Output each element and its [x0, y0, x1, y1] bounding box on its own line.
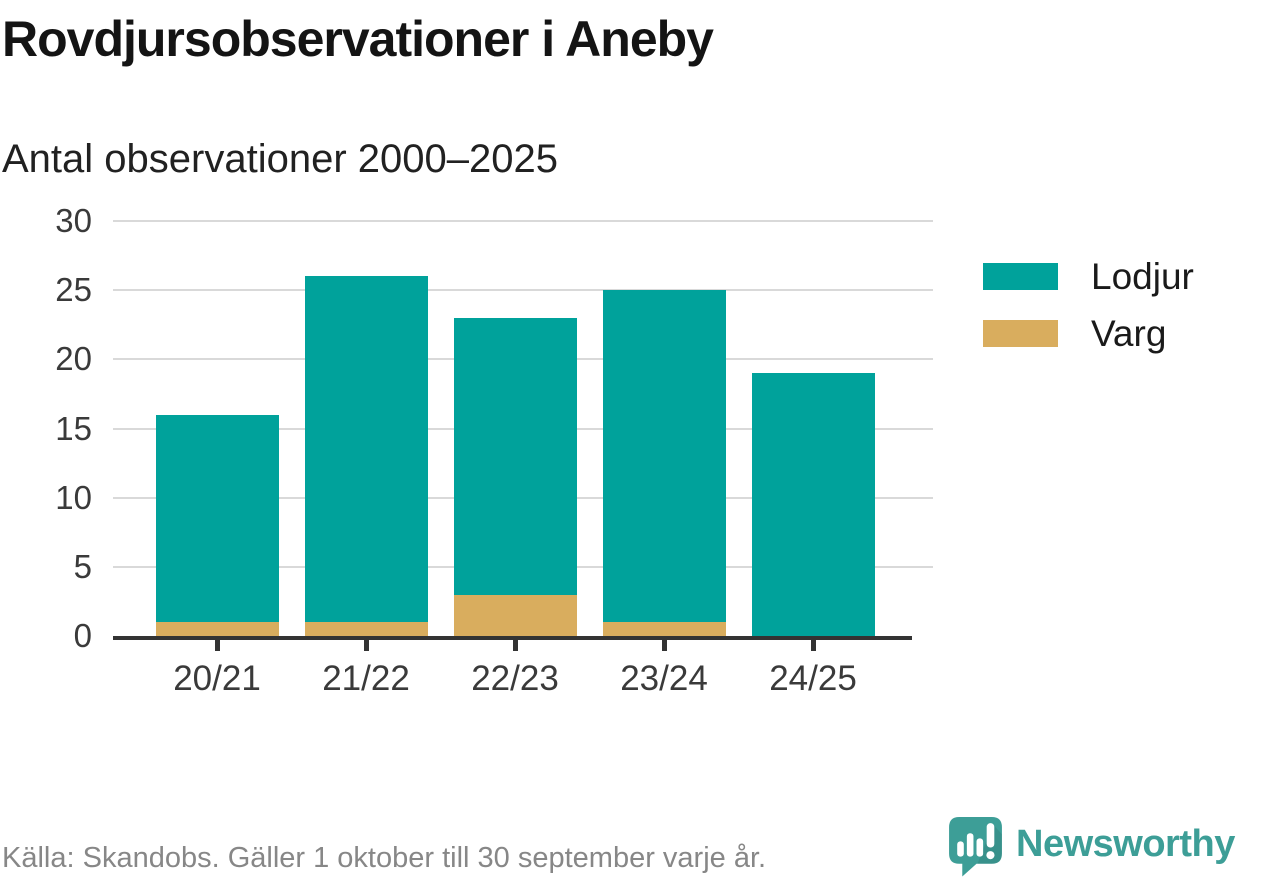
y-tick-label-30: 30 [55, 202, 92, 239]
newsworthy-logo: Newsworthy [940, 810, 1262, 879]
y-tick-label-10: 10 [55, 478, 92, 516]
legend-swatch-lodjur [983, 263, 1058, 290]
bar-segment-lodjur-24-25 [751, 373, 875, 636]
newsworthy-wordmark: Newsworthy [1016, 823, 1235, 865]
y-tick-label-25: 25 [55, 271, 92, 309]
bar-segment-lodjur-21-22 [304, 276, 428, 623]
newsworthy-bubble-chart-icon [949, 817, 1002, 877]
x-axis-ticks [113, 640, 912, 652]
bar-segment-varg-23-24 [602, 622, 726, 636]
bar-23-24 [602, 221, 726, 636]
y-tick-label-0: 0 [73, 617, 92, 654]
bar-24-25 [751, 221, 875, 636]
x-tick-label-22-23: 22/23 [471, 659, 559, 698]
y-tick-label-5: 5 [73, 547, 92, 585]
x-tick-label-20-21: 20/21 [173, 659, 261, 698]
bar-segment-lodjur-20-21 [155, 414, 279, 623]
bar-segment-varg-22-23 [453, 594, 577, 636]
legend-label-varg: Varg [1091, 313, 1167, 354]
x-axis-labels: 20/21 21/22 22/23 23/24 24/25 [113, 659, 912, 701]
bar-segment-varg-20-21 [155, 622, 279, 636]
bar-21-22 [304, 221, 428, 636]
bar-20-21 [155, 221, 279, 636]
gridline-y-30 [113, 220, 933, 222]
bar-segment-varg-21-22 [304, 622, 428, 636]
x-tick-24-25 [811, 640, 816, 651]
plot-area [113, 220, 933, 636]
bar-22-23 [453, 221, 577, 636]
x-tick-label-21-22: 21/22 [322, 659, 410, 698]
y-tick-label-20: 20 [55, 340, 92, 378]
y-tick-label-15: 15 [55, 409, 92, 447]
x-tick-20-21 [215, 640, 220, 651]
x-axis-line [113, 636, 912, 640]
x-tick-21-22 [364, 640, 369, 651]
gridline-y-25 [113, 289, 933, 292]
legend-item-varg: Varg [983, 312, 1194, 355]
x-tick-22-23 [513, 640, 518, 651]
chart-title: Rovdjursobservationer i Aneby [2, 11, 714, 67]
legend-swatch-varg [983, 320, 1058, 347]
x-tick-label-23-24: 23/24 [620, 659, 708, 698]
chart-subtitle: Antal observationer 2000–2025 [2, 137, 558, 181]
legend-item-lodjur: Lodjur [983, 255, 1194, 298]
bar-segment-lodjur-22-23 [453, 317, 577, 595]
x-tick-23-24 [662, 640, 667, 651]
legend: Lodjur Varg [983, 255, 1194, 369]
x-tick-label-24-25: 24/25 [769, 659, 857, 698]
legend-label-lodjur: Lodjur [1091, 256, 1194, 297]
source-note: Källa: Skandobs. Gäller 1 oktober till 3… [2, 842, 767, 874]
y-axis-labels: 0 5 10 15 20 25 30 [0, 202, 92, 654]
bar-segment-lodjur-23-24 [602, 290, 726, 623]
